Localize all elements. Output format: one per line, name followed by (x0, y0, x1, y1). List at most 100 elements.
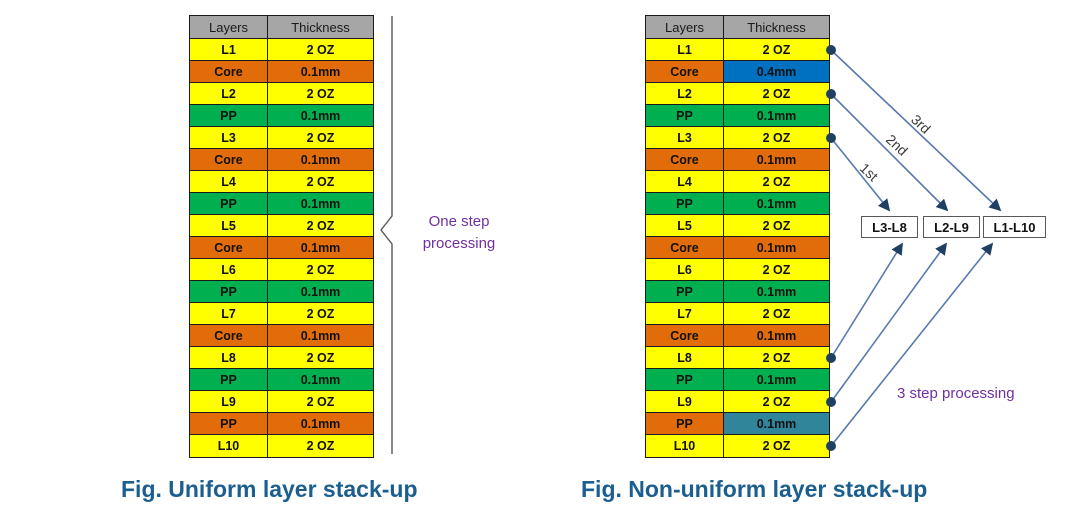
layer-cell: L7 (190, 303, 268, 325)
layers-column-header: Layers (646, 16, 724, 39)
arrow-l2-to-l2l9 (830, 93, 949, 212)
three-step-processing-note: 3 step processing (897, 385, 1015, 402)
thickness-cell: 0.1mm (724, 193, 829, 215)
table-body: L1 2 OZ Core 0.1mm L2 2 OZ PP 0.1mm L3 2 OZ Core 0.… (190, 39, 373, 457)
table-row: Core 0.1mm (646, 325, 829, 347)
layer-cell: Core (646, 149, 724, 171)
table-row: PP 0.1mm (646, 193, 829, 215)
thickness-cell: 0.1mm (268, 105, 373, 127)
layer-cell: L1 (646, 39, 724, 61)
thickness-cell: 2 OZ (724, 39, 829, 61)
layer-cell: PP (646, 193, 724, 215)
layer-cell: L1 (190, 39, 268, 61)
thickness-cell: 0.1mm (268, 237, 373, 259)
table-row: L1 2 OZ (646, 39, 829, 61)
arrow-l8-to-l3l8 (830, 242, 903, 359)
thickness-cell: 0.1mm (724, 237, 829, 259)
table-row: PP 0.1mm (646, 369, 829, 391)
group-box-l2-l9: L2-L9 (923, 216, 980, 238)
table-row: L4 2 OZ (646, 171, 829, 193)
group-box-l3-l8: L3-L8 (861, 216, 918, 238)
layer-cell: L4 (646, 171, 724, 193)
table-row: PP 0.1mm (190, 193, 373, 215)
layer-cell: L10 (190, 435, 268, 457)
thickness-column-header: Thickness (268, 16, 373, 39)
thickness-cell: 2 OZ (724, 347, 829, 369)
layer-cell: L8 (190, 347, 268, 369)
thickness-cell: 2 OZ (268, 347, 373, 369)
layer-cell: Core (190, 61, 268, 83)
thickness-cell: 0.1mm (268, 413, 373, 435)
table-row: Core 0.1mm (190, 325, 373, 347)
thickness-cell: 2 OZ (268, 215, 373, 237)
thickness-cell: 2 OZ (268, 127, 373, 149)
thickness-cell: 2 OZ (268, 303, 373, 325)
table-row: PP 0.1mm (190, 281, 373, 303)
table-row: L6 2 OZ (646, 259, 829, 281)
table-row: Core 0.4mm (646, 61, 829, 83)
table-row: L10 2 OZ (646, 435, 829, 457)
layer-cell: PP (190, 105, 268, 127)
table-row: L6 2 OZ (190, 259, 373, 281)
one-step-processing-note: One step processing (422, 213, 496, 252)
step-label-2nd: 2nd (882, 131, 911, 159)
thickness-cell: 2 OZ (724, 83, 829, 105)
one-step-brace (380, 16, 393, 454)
layer-cell: L10 (646, 435, 724, 457)
layer-cell: L6 (190, 259, 268, 281)
layer-cell: L3 (190, 127, 268, 149)
uniform-figure-caption: Fig. Uniform layer stack-up (121, 476, 418, 502)
thickness-cell: 0.1mm (724, 105, 829, 127)
thickness-cell: 2 OZ (724, 171, 829, 193)
layer-cell: PP (646, 369, 724, 391)
layer-cell: Core (190, 237, 268, 259)
group-box-l1-l10: L1-L10 (983, 216, 1046, 238)
step-label-3rd: 3rd (908, 111, 934, 137)
layer-cell: Core (190, 149, 268, 171)
thickness-cell: 0.1mm (268, 193, 373, 215)
thickness-cell: 0.1mm (724, 281, 829, 303)
table-row: L7 2 OZ (190, 303, 373, 325)
table-row: L8 2 OZ (646, 347, 829, 369)
table-row: PP 0.1mm (646, 413, 829, 435)
layer-cell: L8 (646, 347, 724, 369)
arrow-l10-to-l1l10 (830, 242, 994, 447)
table-row: L5 2 OZ (646, 215, 829, 237)
thickness-cell: 0.1mm (268, 369, 373, 391)
thickness-cell: 2 OZ (268, 391, 373, 413)
layer-cell: L7 (646, 303, 724, 325)
thickness-cell: 0.1mm (724, 413, 829, 435)
layer-cell: L3 (646, 127, 724, 149)
table-row: Core 0.1mm (646, 149, 829, 171)
thickness-cell: 2 OZ (268, 171, 373, 193)
layer-cell: PP (190, 413, 268, 435)
thickness-cell: 0.4mm (724, 61, 829, 83)
layer-cell: PP (190, 281, 268, 303)
layer-cell: L5 (190, 215, 268, 237)
table-row: Core 0.1mm (646, 237, 829, 259)
layer-cell: PP (646, 105, 724, 127)
layer-cell: L2 (646, 83, 724, 105)
thickness-cell: 0.1mm (268, 281, 373, 303)
layer-cell: Core (190, 325, 268, 347)
layer-cell: Core (646, 325, 724, 347)
thickness-cell: 2 OZ (268, 435, 373, 457)
thickness-cell: 0.1mm (268, 61, 373, 83)
table-row: PP 0.1mm (646, 281, 829, 303)
layer-cell: PP (190, 369, 268, 391)
table-row: L7 2 OZ (646, 303, 829, 325)
layer-cell: L6 (646, 259, 724, 281)
table-row: PP 0.1mm (190, 105, 373, 127)
layer-cell: PP (646, 413, 724, 435)
layer-cell: L9 (190, 391, 268, 413)
table-row: L9 2 OZ (190, 391, 373, 413)
thickness-cell: 0.1mm (268, 149, 373, 171)
table-row: L2 2 OZ (190, 83, 373, 105)
layer-cell: Core (646, 237, 724, 259)
table-row: Core 0.1mm (190, 149, 373, 171)
thickness-cell: 0.1mm (724, 369, 829, 391)
table-header-row: Layers Thickness (190, 16, 373, 39)
thickness-cell: 0.1mm (724, 149, 829, 171)
